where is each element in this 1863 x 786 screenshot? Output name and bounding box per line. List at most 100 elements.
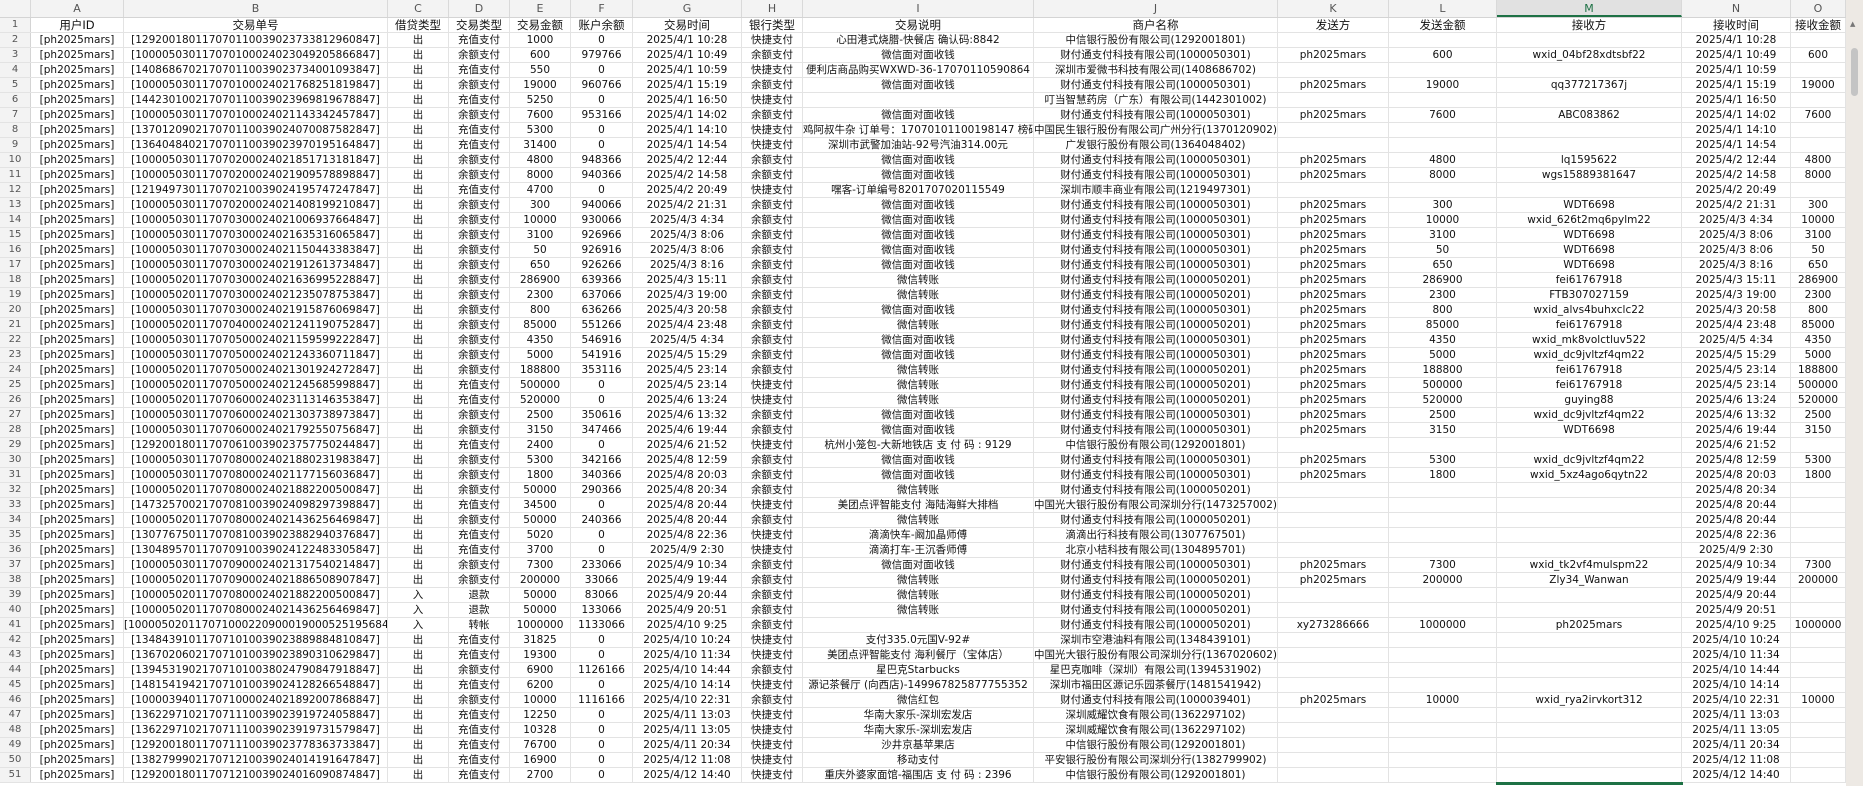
scrollbar-thumb[interactable]: [1851, 48, 1858, 96]
table-cell[interactable]: 2025/4/1 15:19: [633, 78, 742, 92]
table-cell[interactable]: 5000: [1791, 348, 1846, 362]
row-number[interactable]: 22: [0, 333, 31, 347]
table-cell[interactable]: 财付通支付科技有限公司(1000050301): [1034, 558, 1278, 572]
table-cell[interactable]: 出: [388, 363, 449, 377]
table-cell[interactable]: [1278, 768, 1389, 782]
row-number[interactable]: 18: [0, 273, 31, 287]
table-cell[interactable]: ph2025mars: [1278, 153, 1389, 167]
table-cell[interactable]: [1791, 528, 1846, 542]
table-cell[interactable]: [100005030117070100024023049205866847]: [124, 48, 388, 62]
table-cell[interactable]: [100005020117070400024021241190752847]: [124, 318, 388, 332]
table-cell[interactable]: 2025/4/5 23:14: [633, 378, 742, 392]
table-cell[interactable]: 3100: [1791, 228, 1846, 242]
table-cell[interactable]: 快捷支付: [742, 93, 803, 107]
table-cell[interactable]: 2025/4/4 23:48: [633, 318, 742, 332]
table-cell[interactable]: [803, 618, 1034, 632]
row-number[interactable]: 17: [0, 258, 31, 272]
table-cell[interactable]: ph2025mars: [1278, 468, 1389, 482]
table-cell[interactable]: [ph2025mars]: [31, 633, 124, 647]
table-cell[interactable]: wxid_tk2vf4mulspm22: [1497, 558, 1682, 572]
row-number[interactable]: 31: [0, 468, 31, 482]
table-cell[interactable]: ph2025mars: [1278, 213, 1389, 227]
table-cell[interactable]: [ph2025mars]: [31, 423, 124, 437]
table-cell[interactable]: 2025/4/8 20:44: [633, 498, 742, 512]
table-cell[interactable]: 余额支付: [742, 48, 803, 62]
table-cell[interactable]: qq377217367j: [1497, 78, 1682, 92]
table-cell[interactable]: 34500: [510, 498, 571, 512]
table-cell[interactable]: 深圳市武警加油站-92号汽油314.00元: [803, 138, 1034, 152]
table-cell[interactable]: [1389, 663, 1497, 677]
table-cell[interactable]: 2025/4/3 20:58: [633, 303, 742, 317]
table-cell[interactable]: [1389, 588, 1497, 602]
table-cell[interactable]: [1389, 483, 1497, 497]
table-cell[interactable]: 650: [1791, 258, 1846, 272]
table-cell[interactable]: 83066: [571, 588, 633, 602]
table-cell[interactable]: 2025/4/6 19:44: [1682, 423, 1791, 437]
table-cell[interactable]: 2025/4/2 14:58: [633, 168, 742, 182]
table-cell[interactable]: 余额支付: [449, 168, 510, 182]
table-cell[interactable]: 2025/4/2 12:44: [633, 153, 742, 167]
table-cell[interactable]: 微信面对面收钱: [803, 243, 1034, 257]
table-cell[interactable]: [1389, 723, 1497, 737]
table-cell[interactable]: 300: [1389, 198, 1497, 212]
table-cell[interactable]: 余额支付: [449, 573, 510, 587]
table-cell[interactable]: 微信面对面收钱: [803, 153, 1034, 167]
column-header-L[interactable]: L: [1389, 0, 1497, 17]
table-cell[interactable]: 290366: [571, 483, 633, 497]
table-cell[interactable]: guying88: [1497, 393, 1682, 407]
table-cell[interactable]: 2025/4/8 20:34: [633, 483, 742, 497]
table-cell[interactable]: wxid_dc9jvltzf4qm22: [1497, 453, 1682, 467]
table-cell[interactable]: 充值支付: [449, 93, 510, 107]
row-number[interactable]: 46: [0, 693, 31, 707]
table-cell[interactable]: 余额支付: [742, 408, 803, 422]
table-cell[interactable]: [1497, 723, 1682, 737]
table-cell[interactable]: 出: [388, 198, 449, 212]
table-cell[interactable]: [1497, 633, 1682, 647]
table-cell[interactable]: 重庆外婆家面馆-福围店 支 付 码 : 2396: [803, 768, 1034, 782]
column-header-N[interactable]: N: [1682, 0, 1791, 17]
table-cell[interactable]: 余额支付: [742, 348, 803, 362]
table-cell[interactable]: [1791, 123, 1846, 137]
table-cell[interactable]: 微信转账: [803, 573, 1034, 587]
table-cell[interactable]: ABC083862: [1497, 108, 1682, 122]
table-cell[interactable]: [ph2025mars]: [31, 708, 124, 722]
table-cell[interactable]: 余额支付: [449, 363, 510, 377]
table-cell[interactable]: 50: [1389, 243, 1497, 257]
table-cell[interactable]: 充值支付: [449, 723, 510, 737]
column-header-select-all[interactable]: [0, 0, 31, 17]
column-header-J[interactable]: J: [1034, 0, 1278, 17]
table-cell[interactable]: [1389, 738, 1497, 752]
table-cell[interactable]: 余额支付: [742, 273, 803, 287]
table-cell[interactable]: 50000: [510, 483, 571, 497]
table-cell[interactable]: 2025/4/1 14:02: [633, 108, 742, 122]
row-number[interactable]: 28: [0, 423, 31, 437]
table-cell[interactable]: [1278, 723, 1389, 737]
table-cell[interactable]: 微信转账: [803, 378, 1034, 392]
table-cell[interactable]: 财付通支付科技有限公司(1000050201): [1034, 588, 1278, 602]
table-cell[interactable]: [100005030117070300024021912613734847]: [124, 258, 388, 272]
table-cell[interactable]: [ph2025mars]: [31, 138, 124, 152]
table-cell[interactable]: 出: [388, 213, 449, 227]
table-cell[interactable]: 5300: [1791, 453, 1846, 467]
table-cell[interactable]: 2025/4/10 22:31: [633, 693, 742, 707]
table-cell[interactable]: 2025/4/9 2:30: [633, 543, 742, 557]
table-cell[interactable]: 2300: [510, 288, 571, 302]
table-cell[interactable]: [1497, 648, 1682, 662]
table-cell[interactable]: 源记茶餐厅 (向西店)-149967825877755352: [803, 678, 1034, 692]
column-header-G[interactable]: G: [633, 0, 742, 17]
table-cell[interactable]: WDT6698: [1497, 258, 1682, 272]
table-cell[interactable]: 充值支付: [449, 648, 510, 662]
header-cell[interactable]: 用户ID: [31, 18, 124, 32]
table-cell[interactable]: 余额支付: [742, 423, 803, 437]
table-cell[interactable]: [1389, 123, 1497, 137]
table-cell[interactable]: 4800: [1791, 153, 1846, 167]
table-cell[interactable]: 出: [388, 738, 449, 752]
table-cell[interactable]: xy273286666: [1278, 618, 1389, 632]
row-number[interactable]: 4: [0, 63, 31, 77]
row-number[interactable]: 20: [0, 303, 31, 317]
table-cell[interactable]: 600: [510, 48, 571, 62]
table-cell[interactable]: 2025/4/9 20:51: [1682, 603, 1791, 617]
table-cell[interactable]: 0: [571, 723, 633, 737]
table-cell[interactable]: 2025/4/9 10:34: [1682, 558, 1791, 572]
